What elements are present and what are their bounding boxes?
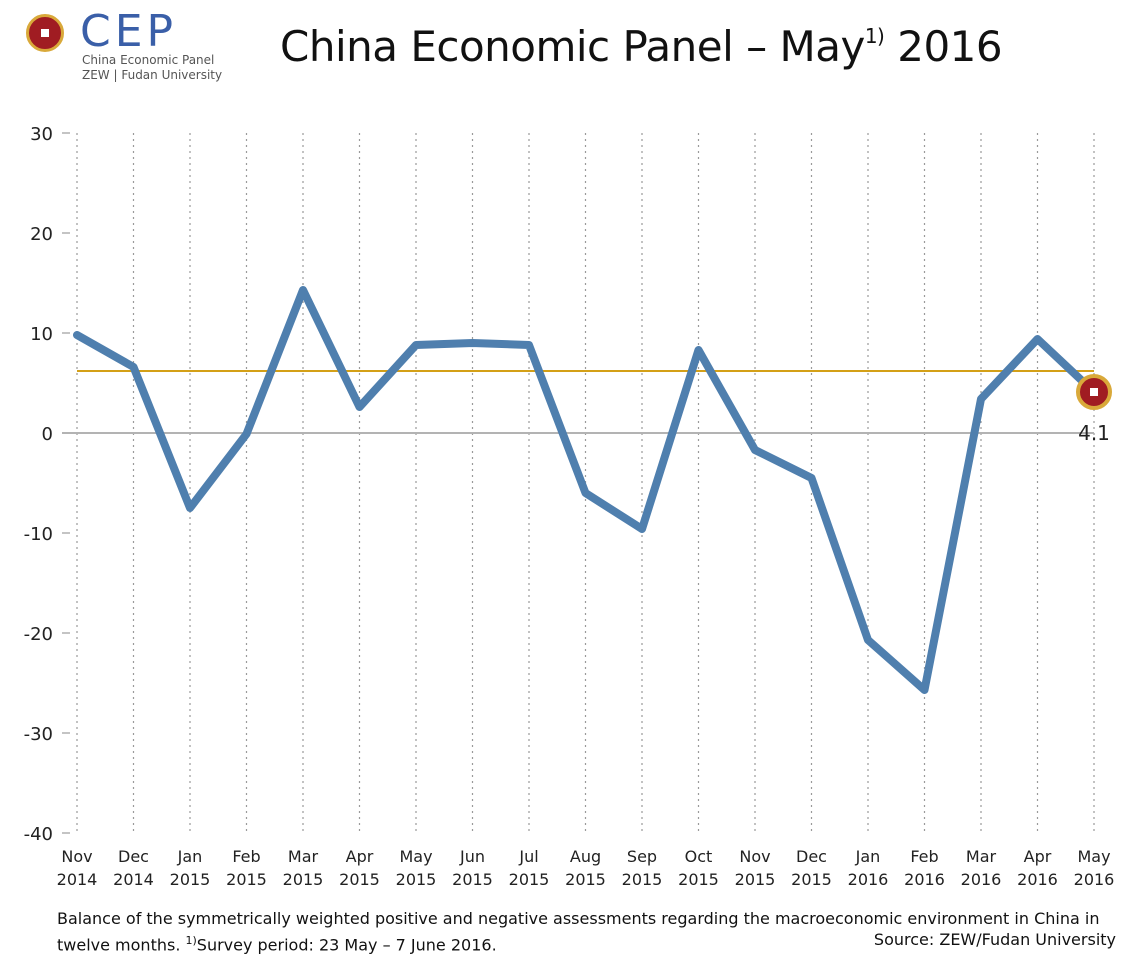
x-label-year: 2015 (339, 870, 380, 889)
y-tick-label: -30 (24, 724, 53, 745)
x-label-year: 2014 (57, 870, 98, 889)
x-label-year: 2015 (678, 870, 719, 889)
x-label-year: 2016 (961, 870, 1002, 889)
title-footnote-mark: 1) (864, 24, 885, 48)
x-label-year: 2015 (735, 870, 776, 889)
x-label-year: 2015 (791, 870, 832, 889)
x-label-month: Jan (177, 847, 203, 866)
x-label-month: Apr (1024, 847, 1052, 866)
y-tick-label: 30 (30, 124, 53, 145)
last-value-marker-center (1090, 388, 1098, 396)
x-label-month: Feb (910, 847, 938, 866)
x-label-year: 2015 (452, 870, 493, 889)
logo-subtitle-1: China Economic Panel (82, 53, 215, 67)
x-label-year: 2014 (113, 870, 154, 889)
x-label-month: Apr (346, 847, 374, 866)
x-label-month: Aug (570, 847, 601, 866)
footnote-text-b: Survey period: 23 May – 7 June 2016. (196, 935, 497, 955)
x-label-month: Nov (739, 847, 770, 866)
x-label-year: 2015 (226, 870, 267, 889)
x-label-year: 2015 (396, 870, 437, 889)
x-label-year: 2016 (848, 870, 889, 889)
title-year: 2016 (897, 22, 1003, 71)
y-tick-label: 20 (30, 224, 53, 245)
y-tick-label: -10 (24, 524, 53, 545)
source-note: Source: ZEW/Fudan University (873, 930, 1116, 949)
y-tick-label: -40 (24, 824, 53, 845)
x-label-month: Sep (627, 847, 657, 866)
coin-logo-icon (26, 14, 64, 52)
x-label-month: May (399, 847, 432, 866)
x-label-month: Nov (61, 847, 92, 866)
y-tick-label: 0 (42, 424, 53, 445)
title-main: China Economic Panel – May (280, 22, 865, 71)
x-label-year: 2015 (622, 870, 663, 889)
x-label-month: Jul (518, 847, 538, 866)
x-label-year: 2016 (904, 870, 945, 889)
logo-wordmark: CEP (80, 6, 178, 57)
x-label-year: 2015 (283, 870, 324, 889)
x-label-month: Mar (966, 847, 997, 866)
y-tick-label: -20 (24, 624, 53, 645)
x-label-month: Dec (796, 847, 827, 866)
x-label-month: Dec (118, 847, 149, 866)
footnote: Balance of the symmetrically weighted po… (57, 908, 1117, 956)
x-label-month: Feb (232, 847, 260, 866)
logo-subtitle-2: ZEW | Fudan University (82, 68, 223, 82)
line-chart: -40 -30 -20 -10 0 10 20 30 4.1 Nov 2014 Dec 2014 Jan 2… (24, 124, 1115, 889)
x-label-month: Jan (855, 847, 881, 866)
series-line (73, 286, 1098, 694)
x-label-year: 2016 (1074, 870, 1115, 889)
x-label-month: May (1077, 847, 1110, 866)
cep-logo: CEP China Economic Panel ZEW | Fudan Uni… (26, 6, 226, 84)
y-tick-label: 10 (30, 324, 53, 345)
x-label-year: 2015 (565, 870, 606, 889)
last-value-label: 4.1 (1078, 421, 1110, 445)
x-label-month: Jun (459, 847, 485, 866)
footnote-sup: 1) (185, 934, 197, 947)
chart-title: China Economic Panel – May1) 2016 (280, 22, 1003, 71)
x-label-year: 2015 (170, 870, 211, 889)
footnote-text-a: Balance of the symmetrically weighted po… (57, 909, 1100, 955)
x-label-month: Mar (288, 847, 319, 866)
x-label-year: 2015 (509, 870, 550, 889)
x-label-year: 2016 (1017, 870, 1058, 889)
x-label-month: Oct (685, 847, 713, 866)
